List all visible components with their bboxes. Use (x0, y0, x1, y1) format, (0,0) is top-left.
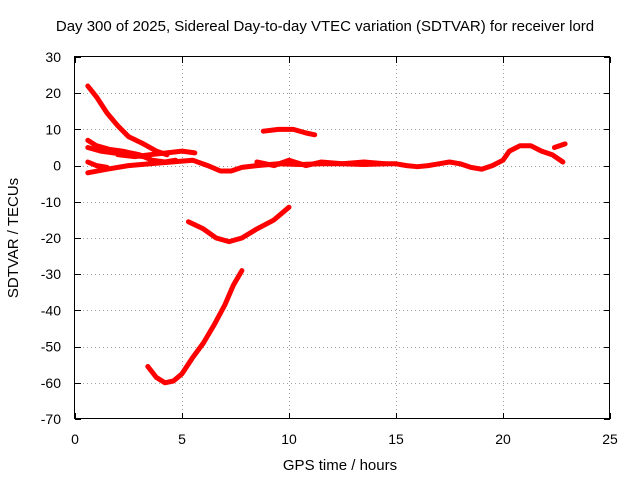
x-tick-label: 5 (178, 431, 186, 447)
x-tick-label: 10 (281, 431, 297, 447)
y-axis-label: SDTVAR / TECUs (5, 178, 22, 298)
plot-frame (74, 56, 610, 419)
series-arc-6 (115, 148, 198, 160)
y-tick-label: -40 (41, 302, 61, 318)
series-arc-4 (85, 159, 110, 170)
series-arc-11 (145, 268, 245, 386)
x-tick-label: 15 (388, 431, 404, 447)
y-tick-label: -50 (41, 339, 61, 355)
chart-title: Day 300 of 2025, Sidereal Day-to-day VTE… (56, 18, 594, 35)
y-tick-label: 10 (45, 121, 61, 137)
x-tick-label: 0 (71, 431, 79, 447)
series-arc-9 (551, 141, 568, 150)
y-tick-label: -70 (41, 411, 61, 427)
y-tick-label: 30 (45, 49, 61, 65)
y-tick-label: -30 (41, 266, 61, 282)
axis-ticks: 0 5 10 15 20 25 -70 -60 -50 -40 -30 -20 -10 0 10 20 30 (41, 49, 618, 447)
y-tick-label: -60 (41, 375, 61, 391)
y-tick-label: -20 (41, 230, 61, 246)
series-arc-8 (260, 126, 318, 138)
series-arc-1 (85, 83, 170, 158)
y-tick-label: -10 (41, 194, 61, 210)
data-series (85, 83, 568, 386)
x-tick-label: 25 (602, 431, 618, 447)
series-arc-10 (185, 204, 292, 245)
grid-lines (75, 57, 610, 419)
series-arc-5 (85, 143, 566, 176)
y-tick-label: 0 (53, 158, 61, 174)
x-axis-label: GPS time / hours (283, 457, 397, 474)
x-tick-label: 20 (495, 431, 511, 447)
y-tick-label: 20 (45, 85, 61, 101)
series-arc-7 (254, 157, 388, 169)
